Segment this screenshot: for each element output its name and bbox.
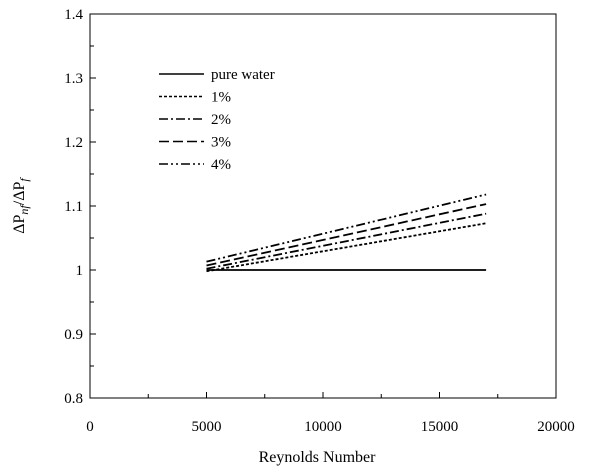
legend: pure water 1% 2% 3% 4% (159, 67, 275, 173)
y-tick-label: 0.9 (64, 327, 83, 343)
legend-label: 4% (211, 157, 231, 173)
y-axis-title: ΔPnf/ΔPf (11, 177, 31, 234)
x-tick-label: 20000 (537, 419, 575, 435)
series-line-3 (206, 203, 487, 267)
plot-frame (89, 13, 557, 399)
y-tick-label: 1.2 (64, 135, 83, 151)
x-tick-label: 15000 (421, 419, 459, 435)
series-line-1 (206, 222, 487, 273)
y-tick-label: 0.8 (64, 391, 83, 407)
legend-label: 1% (211, 90, 231, 106)
y-tick-label: 1.4 (64, 7, 83, 23)
x-tick-label: 0 (86, 419, 94, 435)
legend-label: 3% (211, 135, 231, 151)
y-tick-label: 1 (76, 263, 84, 279)
legend-label: 2% (211, 112, 231, 128)
series-line-2 (206, 212, 487, 270)
axis-ticks: 0.8 0.9 1 1.1 1.2 1.3 1.4 0 5000 10000 15000 20000 (64, 7, 575, 435)
series-lines (206, 193, 487, 273)
x-tick-label: 5000 (192, 419, 222, 435)
series-line-4 (206, 193, 487, 263)
legend-label: pure water (211, 67, 275, 83)
y-tick-label: 1.3 (64, 71, 83, 87)
x-axis-title: Reynolds Number (259, 449, 377, 466)
y-tick-label: 1.1 (64, 199, 83, 215)
x-tick-label: 10000 (304, 419, 342, 435)
